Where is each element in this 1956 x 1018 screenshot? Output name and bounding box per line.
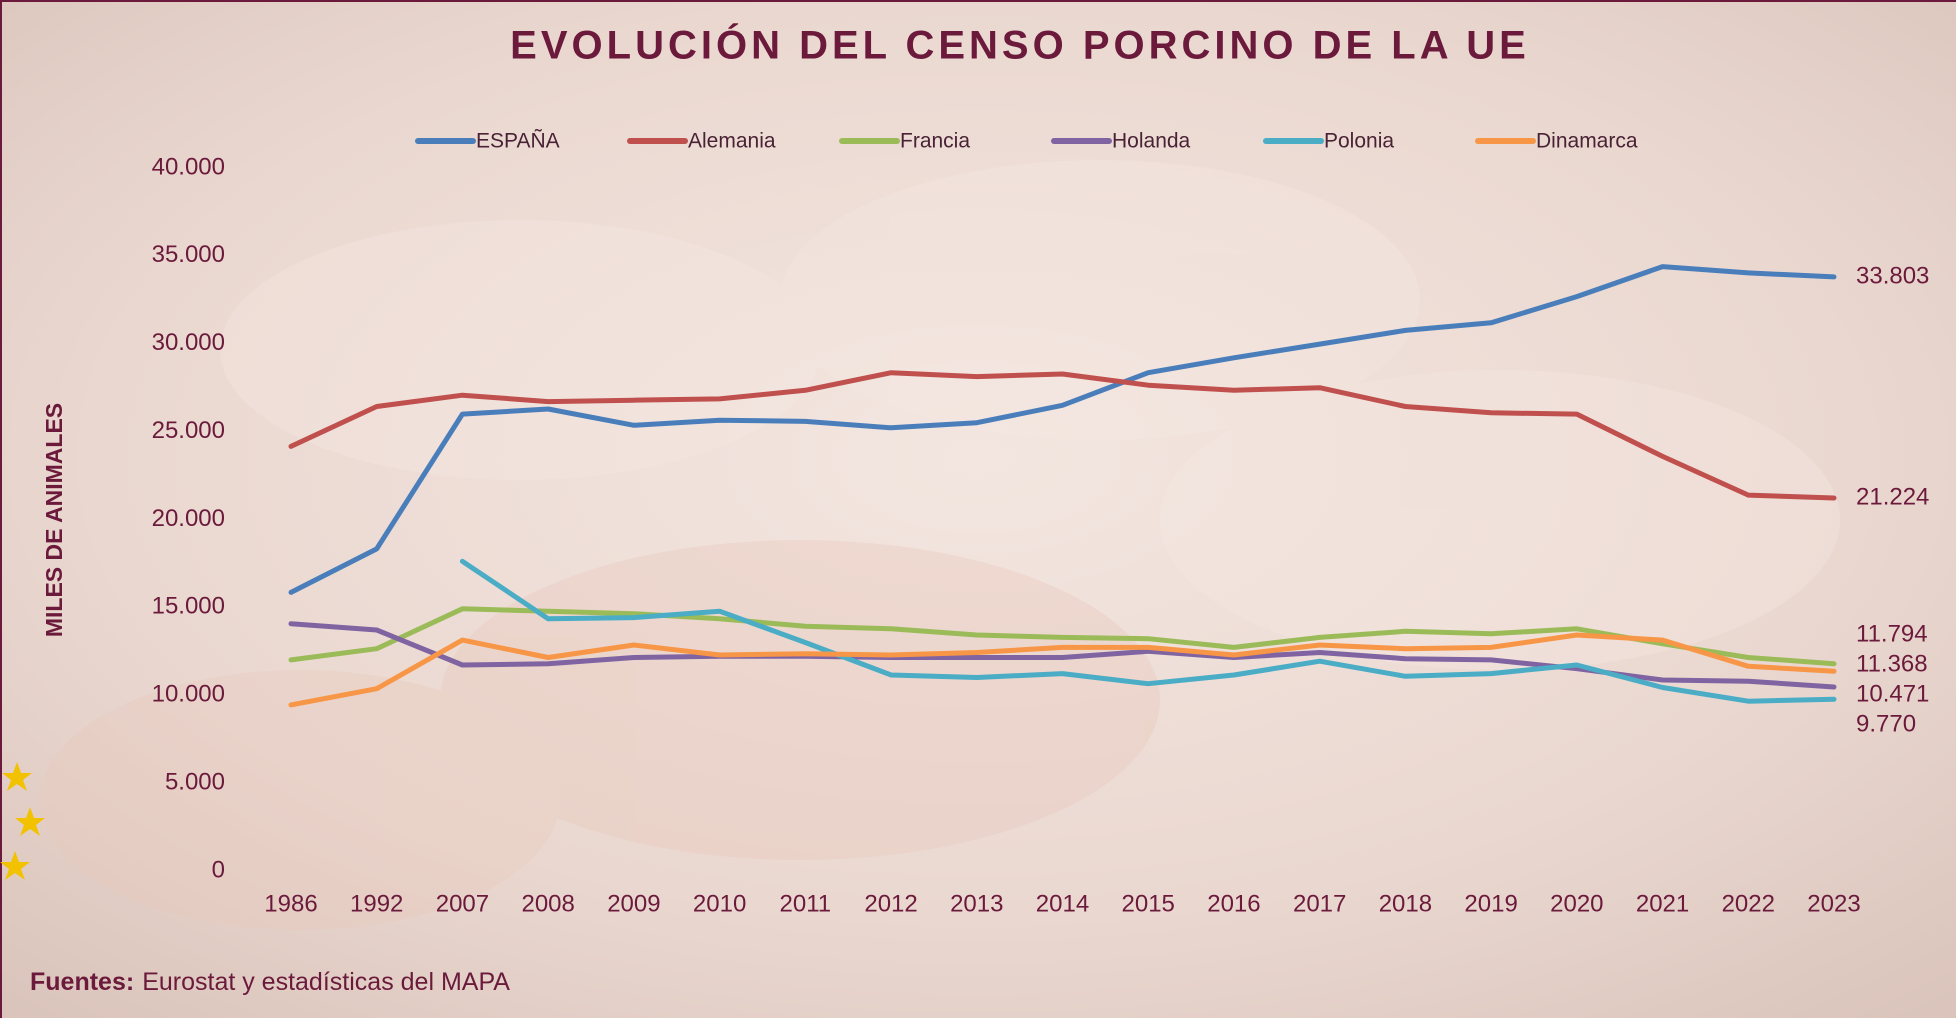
chart-title: EVOLUCIÓN DEL CENSO PORCINO DE LA UE (510, 22, 1530, 68)
x-tick-label: 2017 (1293, 890, 1346, 917)
data-label: 21.224 (1856, 483, 1929, 510)
legend-label: Francia (900, 130, 970, 153)
x-tick-label: 2012 (864, 890, 917, 917)
y-tick-label: 0 (212, 856, 225, 883)
y-tick-label: 40.000 (152, 153, 225, 180)
x-tick-label: 2015 (1122, 890, 1175, 917)
y-axis-label: MILES DE ANIMALES (41, 403, 67, 637)
y-tick-label: 15.000 (152, 593, 225, 620)
source-text: Eurostat y estadísticas del MAPA (142, 968, 510, 996)
x-tick-label: 1992 (350, 890, 403, 917)
x-tick-label: 2020 (1550, 890, 1603, 917)
legend-label: Holanda (1112, 130, 1191, 153)
x-tick-label: 2011 (780, 890, 832, 917)
y-tick-label: 5.000 (165, 768, 225, 795)
y-tick-label: 20.000 (152, 505, 225, 532)
x-tick-label: 2016 (1207, 890, 1260, 917)
x-tick-label: 2021 (1636, 890, 1689, 917)
source: Fuentes: Eurostat y estadísticas del MAPA (30, 968, 510, 996)
data-label: 9.770 (1856, 711, 1916, 738)
y-tick-label: 10.000 (152, 681, 225, 708)
x-tick-label: 2018 (1379, 890, 1432, 917)
chart: EVOLUCIÓN DEL CENSO PORCINO DE LA UE MIL… (0, 0, 1956, 1018)
legend-label: ESPAÑA (476, 129, 560, 153)
source-label: Fuentes: (30, 968, 134, 996)
x-tick-label: 2007 (436, 890, 489, 917)
x-tick-label: 2019 (1464, 890, 1517, 917)
data-label: 33.803 (1856, 262, 1929, 289)
y-tick-label: 35.000 (152, 241, 225, 268)
y-tick-label: 25.000 (152, 417, 225, 444)
legend-label: Dinamarca (1536, 130, 1638, 153)
x-tick-label: 2013 (950, 890, 1003, 917)
data-label: 11.794 (1856, 621, 1928, 648)
x-tick-label: 2008 (521, 890, 574, 917)
x-tick-label: 2022 (1722, 890, 1775, 917)
data-label: 10.471 (1856, 681, 1929, 708)
x-tick-label: 2009 (607, 890, 660, 917)
x-tick-label: 1986 (264, 890, 317, 917)
legend-label: Polonia (1324, 130, 1394, 153)
x-tick-label: 2023 (1807, 890, 1860, 917)
data-label: 11.368 (1856, 651, 1928, 678)
x-tick-label: 2010 (693, 890, 746, 917)
x-tick-label: 2014 (1036, 890, 1089, 917)
legend-label: Alemania (688, 130, 776, 153)
y-tick-label: 30.000 (152, 329, 225, 356)
